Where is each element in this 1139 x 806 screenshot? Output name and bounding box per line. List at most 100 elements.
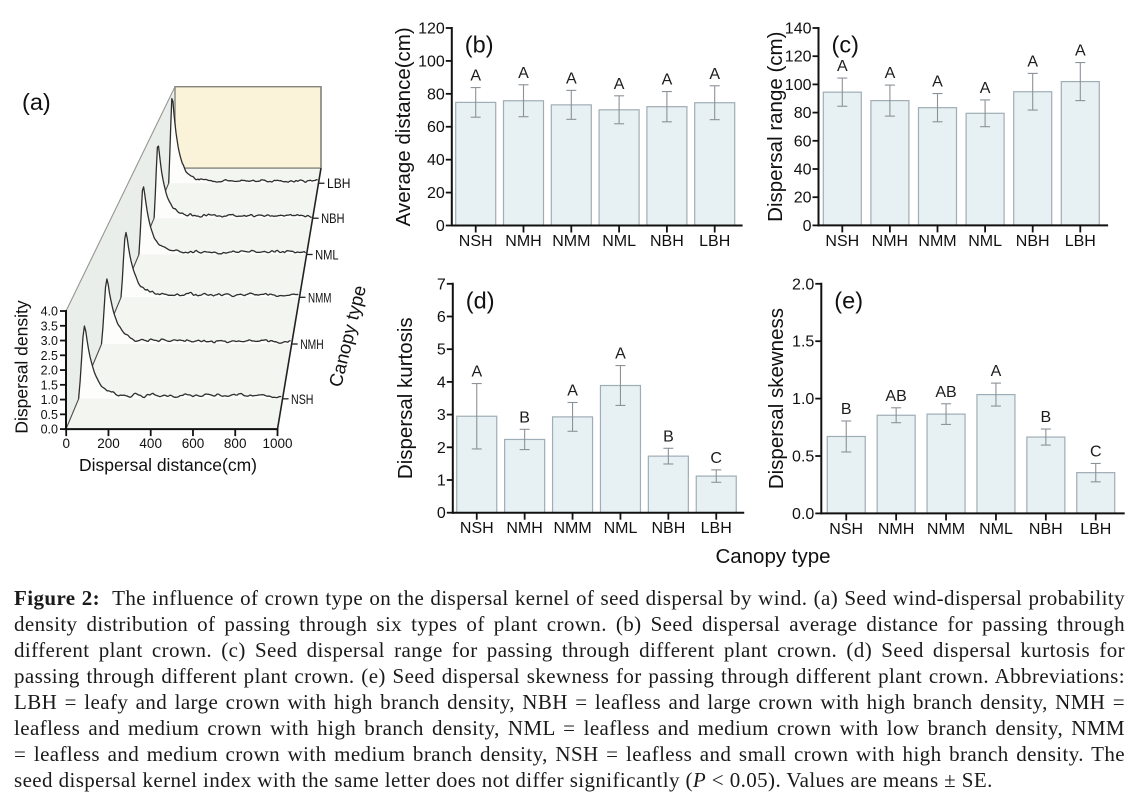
- svg-text:NBH: NBH: [1016, 233, 1050, 250]
- svg-text:LBH: LBH: [699, 233, 730, 250]
- svg-text:120: 120: [785, 49, 812, 66]
- svg-text:NML: NML: [968, 233, 1002, 250]
- svg-text:1.5: 1.5: [792, 334, 814, 351]
- svg-text:NBH: NBH: [1029, 521, 1063, 538]
- svg-text:NSH: NSH: [291, 392, 314, 407]
- svg-text:0.0: 0.0: [792, 506, 814, 523]
- svg-text:NMM: NMM: [552, 233, 590, 250]
- svg-text:NSH: NSH: [825, 233, 859, 250]
- svg-text:0: 0: [436, 218, 445, 235]
- svg-text:B: B: [663, 428, 674, 445]
- svg-text:(b): (b): [465, 32, 494, 58]
- svg-text:AB: AB: [885, 388, 906, 405]
- svg-text:2.0: 2.0: [792, 276, 814, 293]
- svg-text:A: A: [614, 76, 625, 93]
- svg-text:NMH: NMH: [505, 233, 541, 250]
- svg-text:0: 0: [437, 505, 446, 522]
- svg-text:1.0: 1.0: [41, 393, 58, 407]
- svg-text:NMM: NMM: [927, 521, 965, 538]
- svg-text:NMH: NMH: [506, 520, 542, 537]
- svg-text:A: A: [662, 72, 673, 89]
- svg-text:NSH: NSH: [460, 520, 494, 537]
- svg-text:A: A: [518, 65, 529, 82]
- svg-text:(c): (c): [832, 32, 859, 58]
- svg-text:A: A: [1027, 53, 1038, 70]
- svg-text:NMM: NMM: [308, 290, 332, 305]
- svg-text:120: 120: [418, 21, 445, 38]
- svg-text:5: 5: [437, 342, 446, 359]
- svg-text:(d): (d): [466, 287, 495, 313]
- svg-text:NML: NML: [315, 248, 339, 263]
- svg-text:LBH: LBH: [1080, 521, 1111, 538]
- svg-text:80: 80: [427, 86, 445, 103]
- svg-text:A: A: [567, 383, 578, 400]
- svg-text:NMM: NMM: [553, 520, 591, 537]
- svg-text:600: 600: [182, 436, 205, 451]
- svg-text:NMH: NMH: [300, 337, 324, 352]
- svg-text:140: 140: [785, 21, 812, 38]
- svg-text:1.0: 1.0: [792, 391, 814, 408]
- svg-text:NML: NML: [604, 520, 638, 537]
- svg-text:6: 6: [437, 309, 446, 326]
- svg-text:2.0: 2.0: [41, 364, 58, 378]
- svg-text:NML: NML: [979, 521, 1013, 538]
- svg-text:800: 800: [224, 436, 247, 451]
- svg-text:(e): (e): [834, 287, 863, 313]
- svg-text:NML: NML: [602, 233, 636, 250]
- svg-text:A: A: [932, 74, 943, 91]
- svg-text:A: A: [1075, 43, 1086, 60]
- svg-text:B: B: [519, 409, 530, 426]
- svg-text:100: 100: [785, 77, 812, 94]
- svg-text:Dispersal range (cm): Dispersal range (cm): [764, 32, 787, 222]
- svg-text:A: A: [615, 346, 626, 363]
- svg-text:1000: 1000: [262, 436, 292, 451]
- svg-text:100: 100: [418, 53, 445, 70]
- svg-text:Canopy type: Canopy type: [715, 545, 830, 568]
- svg-text:(a): (a): [22, 89, 51, 115]
- svg-text:A: A: [471, 364, 482, 381]
- svg-text:7: 7: [437, 276, 446, 293]
- svg-text:2: 2: [437, 440, 446, 457]
- svg-text:A: A: [709, 66, 720, 83]
- svg-text:A: A: [837, 58, 848, 75]
- svg-text:2.5: 2.5: [41, 349, 58, 363]
- svg-text:Dispersal distance(cm): Dispersal distance(cm): [79, 455, 257, 475]
- svg-text:3.0: 3.0: [41, 334, 58, 348]
- svg-text:NSH: NSH: [829, 521, 863, 538]
- svg-text:Dispersal kurtosis: Dispersal kurtosis: [394, 317, 417, 479]
- svg-text:4.0: 4.0: [41, 305, 58, 319]
- svg-text:1.5: 1.5: [41, 378, 58, 392]
- svg-text:NSH: NSH: [459, 233, 493, 250]
- svg-text:1: 1: [437, 473, 446, 490]
- svg-text:Average distance(cm): Average distance(cm): [392, 27, 415, 226]
- svg-text:A: A: [470, 68, 481, 85]
- svg-text:20: 20: [427, 185, 445, 202]
- svg-text:NMM: NMM: [918, 233, 956, 250]
- svg-text:0.0: 0.0: [41, 423, 58, 437]
- svg-text:C: C: [710, 450, 722, 467]
- svg-text:40: 40: [427, 152, 445, 169]
- svg-text:NBH: NBH: [652, 520, 686, 537]
- svg-text:60: 60: [427, 119, 445, 136]
- svg-text:A: A: [991, 363, 1002, 380]
- svg-text:B: B: [841, 401, 852, 418]
- svg-text:4: 4: [437, 374, 446, 391]
- svg-text:NMH: NMH: [878, 521, 914, 538]
- svg-text:3: 3: [437, 407, 446, 424]
- svg-text:A: A: [885, 65, 896, 82]
- svg-text:A: A: [980, 80, 991, 97]
- svg-text:80: 80: [794, 105, 812, 122]
- svg-text:60: 60: [794, 133, 812, 150]
- svg-text:NBH: NBH: [650, 233, 684, 250]
- svg-text:A: A: [566, 70, 577, 87]
- svg-text:LBH: LBH: [327, 176, 351, 191]
- svg-text:20: 20: [794, 190, 812, 207]
- svg-text:200: 200: [97, 436, 120, 451]
- svg-text:C: C: [1090, 444, 1102, 461]
- svg-text:LBH: LBH: [1065, 233, 1096, 250]
- svg-text:NBH: NBH: [321, 211, 345, 226]
- svg-text:400: 400: [139, 436, 162, 451]
- svg-text:0.5: 0.5: [41, 408, 58, 422]
- svg-text:0: 0: [803, 218, 812, 235]
- svg-text:NMH: NMH: [872, 233, 908, 250]
